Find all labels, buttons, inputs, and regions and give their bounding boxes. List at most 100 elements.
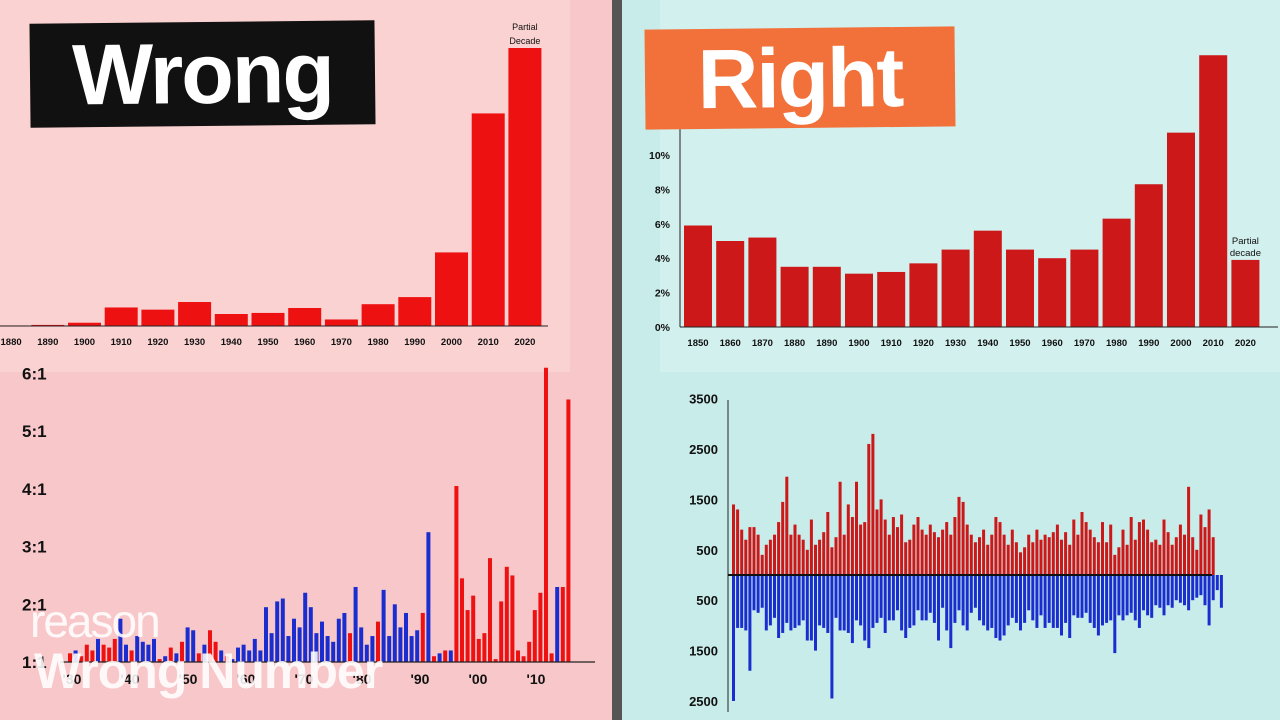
bar: [684, 225, 712, 327]
bar: [834, 537, 838, 575]
bar: [867, 443, 871, 575]
bar: [1203, 527, 1207, 575]
y-tick-label: 1500: [689, 644, 718, 659]
bar: [973, 575, 977, 608]
bar: [297, 627, 302, 662]
bar: [1014, 542, 1018, 575]
bar: [432, 656, 436, 662]
bar: [793, 524, 797, 575]
bar: [973, 230, 1002, 327]
x-tick-label: '90: [411, 671, 430, 687]
bar: [68, 653, 72, 662]
bar: [1051, 532, 1055, 575]
bar: [1088, 529, 1092, 575]
x-tick-label: 1990: [1138, 338, 1159, 349]
bar: [850, 517, 854, 575]
bar: [826, 512, 830, 575]
x-tick-label: 2020: [514, 337, 535, 348]
bar: [945, 575, 949, 631]
bar: [101, 644, 106, 662]
bar: [716, 241, 745, 327]
bar: [264, 607, 268, 662]
bar: [1146, 529, 1150, 575]
right-label: Right: [644, 26, 956, 130]
x-tick-label: 1950: [1009, 338, 1030, 349]
x-tick-label: 1920: [147, 337, 168, 348]
bar: [1047, 537, 1051, 575]
bar: [213, 641, 218, 662]
bar: [555, 586, 560, 662]
bar: [1060, 575, 1063, 636]
x-tick-label: 1970: [1074, 338, 1095, 349]
bar: [871, 575, 875, 628]
bar: [842, 575, 846, 631]
bar: [516, 650, 520, 662]
bar: [1211, 575, 1215, 601]
bar: [409, 636, 414, 662]
bar: [163, 656, 168, 662]
x-tick-label: '00: [469, 671, 488, 687]
bar: [1068, 575, 1072, 638]
bar: [1150, 575, 1154, 618]
bar: [124, 644, 128, 662]
bar: [990, 534, 994, 575]
bar: [736, 575, 740, 628]
bar: [748, 237, 777, 327]
bar: [998, 575, 1002, 641]
bar: [1125, 575, 1129, 616]
y-tick-label: 3500: [689, 392, 718, 407]
y-tick-label: 6:1: [22, 365, 47, 384]
bar: [961, 501, 965, 575]
bar: [760, 554, 764, 575]
bar: [1199, 55, 1228, 328]
bar: [965, 575, 969, 631]
y-tick-label: 500: [696, 543, 718, 558]
bar: [932, 575, 936, 623]
bar: [90, 650, 95, 662]
x-tick-label: 1900: [74, 337, 95, 348]
bar: [945, 522, 949, 575]
bar: [805, 549, 809, 575]
bar: [830, 575, 834, 699]
bar: [1199, 575, 1203, 596]
bar: [1195, 549, 1199, 575]
bar: [376, 621, 380, 662]
bar: [1019, 575, 1022, 631]
bar: [1215, 575, 1219, 591]
bar: [818, 575, 822, 626]
bar: [1043, 575, 1047, 628]
bar: [1167, 132, 1195, 327]
bar: [896, 575, 899, 611]
bar: [1027, 575, 1031, 611]
bar: [1162, 519, 1166, 575]
bar: [932, 532, 936, 575]
bar: [982, 575, 986, 626]
bar: [168, 647, 173, 662]
bar: [855, 481, 858, 575]
bar: [978, 537, 981, 575]
x-tick-label: 2020: [1235, 338, 1256, 349]
bar: [353, 586, 358, 662]
bar: [809, 575, 813, 641]
bar: [904, 542, 908, 575]
bar: [937, 575, 940, 641]
bar: [251, 312, 285, 326]
bar: [867, 575, 871, 649]
bar: [191, 630, 196, 662]
x-tick-label: 2010: [1203, 338, 1224, 349]
bar: [230, 659, 235, 662]
x-tick-label: 1950: [257, 337, 278, 348]
bar: [73, 650, 78, 662]
y-tick-label: 10%: [649, 150, 671, 162]
bar: [1039, 539, 1043, 575]
bar: [236, 647, 240, 662]
x-tick-label: 1870: [752, 338, 773, 349]
x-tick-label: '80: [353, 671, 372, 687]
bar: [1072, 519, 1076, 575]
bar: [965, 524, 969, 575]
bar: [785, 476, 789, 575]
bar: [499, 601, 504, 662]
bar: [900, 575, 904, 631]
bar: [814, 544, 817, 575]
bar: [174, 653, 179, 662]
